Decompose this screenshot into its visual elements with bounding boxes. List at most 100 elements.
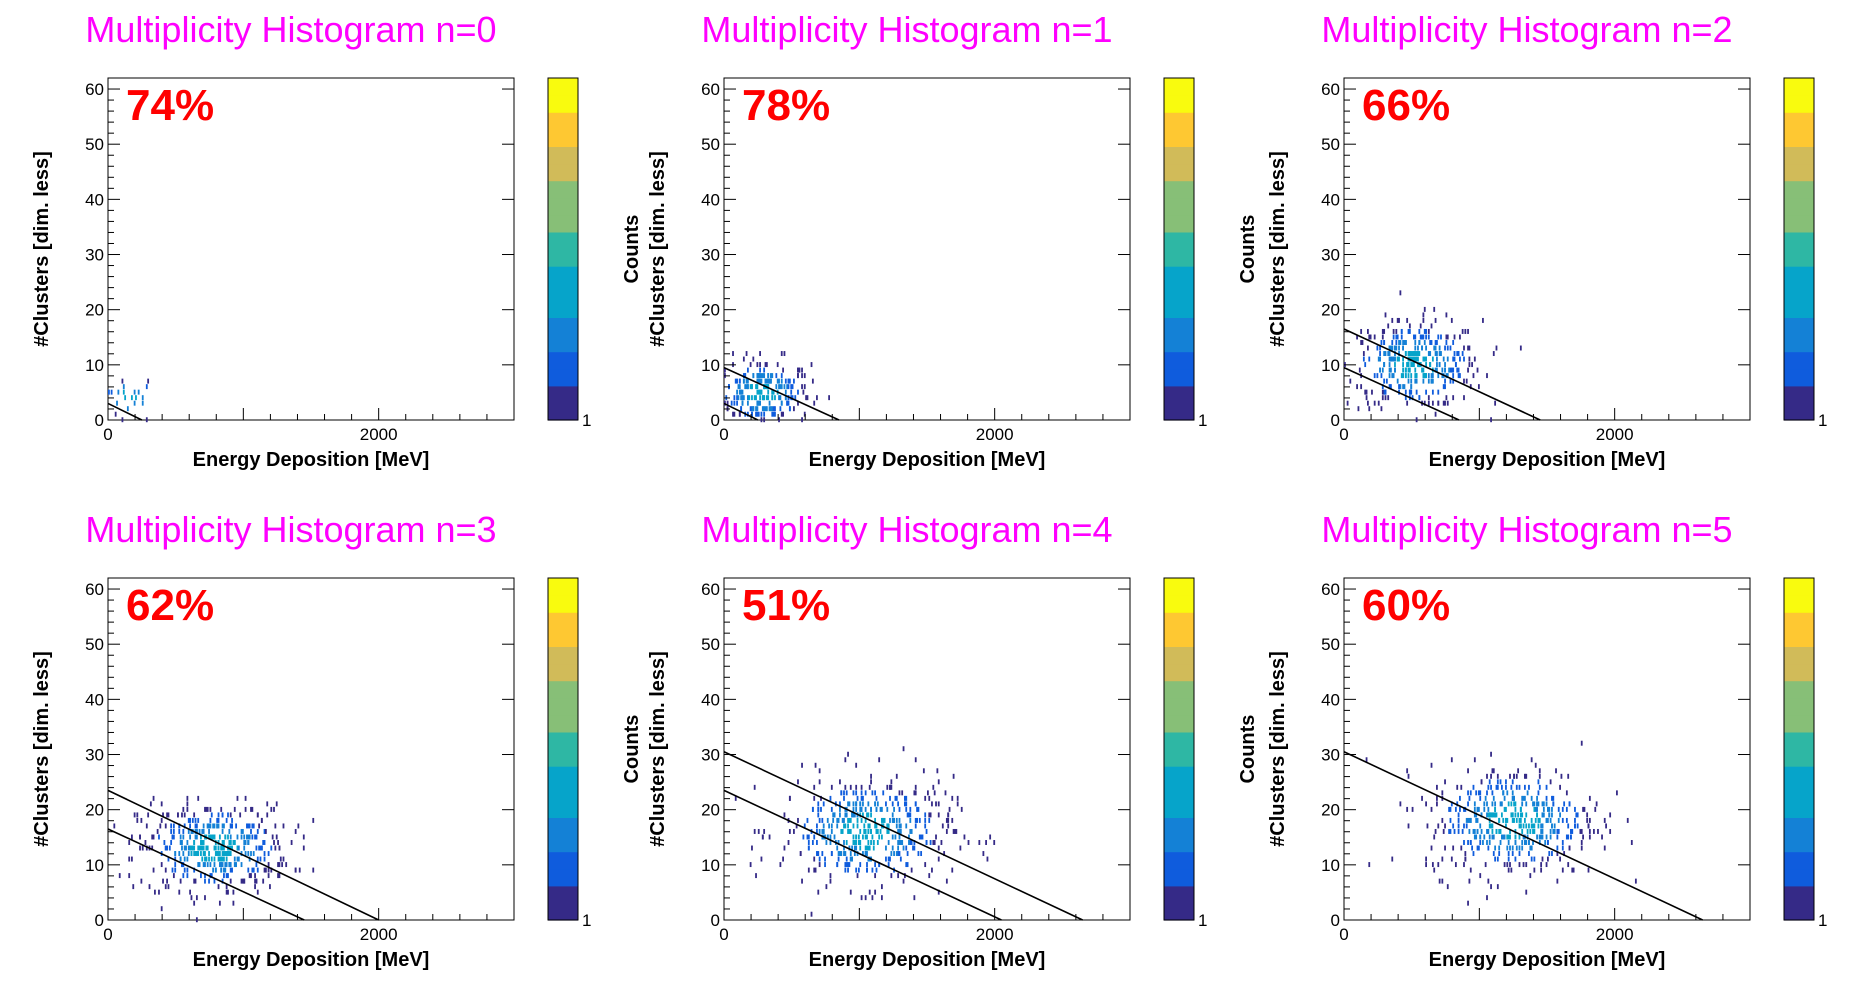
histogram-bin [1472,828,1475,834]
histogram-bin [780,400,783,406]
histogram-bin [878,862,881,868]
histogram-bin [1537,801,1540,807]
histogram-bin [1533,867,1536,873]
histogram-bin [849,817,852,823]
histogram-bin [263,840,266,845]
histogram-bin [818,862,821,868]
histogram-bin [967,840,970,845]
histogram-bin [760,389,763,395]
histogram-bin [1525,823,1528,829]
histogram-bin [890,873,893,879]
histogram-bin [1494,806,1497,812]
histogram-bin [1387,351,1390,357]
y-tick-label: 20 [1321,801,1340,820]
colorbar-step [1164,834,1194,853]
histogram-bin [1408,367,1411,373]
histogram-bin [1468,878,1471,884]
histogram-bin [1391,373,1394,379]
histogram-bin [783,812,786,818]
histogram-bin [1383,340,1386,345]
histogram-bin [1500,812,1503,818]
y-tick-label: 30 [701,746,720,765]
histogram-bin [231,823,233,829]
histogram-bin [1475,812,1478,818]
histogram-bin [1521,812,1524,818]
histogram-bin [771,389,774,395]
histogram-bin [206,806,209,812]
histogram-bin [167,812,170,818]
colorbar-step [1164,663,1194,682]
histogram-bin [1413,334,1415,340]
histogram-bin [220,806,223,812]
histogram-bin [1525,862,1528,868]
colorbar-step [1164,402,1194,421]
histogram-bin [927,790,929,796]
histogram-bin [208,823,210,829]
histogram-bin [1473,834,1476,840]
histogram-bin [1588,817,1591,823]
histogram-bin [807,834,810,840]
histogram-bin [902,746,905,752]
histogram-bin [1495,828,1498,834]
histogram-bin [1425,356,1427,362]
histogram-bin [763,367,766,373]
histogram-bin [297,823,300,829]
histogram-bin [1404,340,1407,345]
histogram-bin [271,834,274,840]
histogram-bin [1502,790,1505,796]
histogram-bin [1469,840,1472,845]
histogram-bin [1541,812,1544,818]
histogram-bin [1368,862,1371,868]
histogram-bin [848,817,851,823]
histogram-bin [237,845,240,851]
histogram-bin [1407,367,1410,373]
colorbar-step [548,885,578,904]
histogram-bin [1367,400,1369,406]
histogram-bin [208,878,210,884]
histogram-bin [279,856,282,862]
histogram-bin [1533,806,1536,812]
histogram-bin [1461,828,1464,834]
histogram-bin [816,840,818,845]
histogram-bin [756,362,759,368]
histogram-bin [818,779,821,785]
histogram-bin [247,834,250,840]
histogram-bin [852,801,855,807]
histogram-bin [1433,306,1436,312]
histogram-bin [221,862,224,868]
histogram-bin [757,828,760,834]
colorbar-step [1164,317,1194,336]
colorbar-step [548,112,578,130]
histogram-bin [908,812,910,818]
histogram-bin [1448,806,1451,812]
colorbar-step [1164,146,1194,165]
histogram-bin [1601,834,1603,840]
histogram-bin [1547,806,1549,812]
histogram-bin [1367,328,1369,334]
histogram-bin [216,851,219,857]
histogram-bin [186,801,189,807]
histogram-bin [217,812,220,818]
histogram-bin [195,917,198,923]
histogram-bin [174,856,177,862]
histogram-bin [1423,328,1426,334]
histogram-bin [1494,400,1497,406]
histogram-bin [1395,334,1398,340]
colorbar-step [548,783,578,801]
histogram-bin [178,889,181,895]
histogram-bin [221,845,224,851]
histogram-bin [747,378,749,384]
histogram-bin [236,845,239,851]
histogram-bin [183,812,186,818]
histogram-bin [164,823,167,829]
histogram-bin [1422,373,1425,379]
histogram-bin [145,823,148,829]
histogram-bin [1500,834,1503,840]
histogram-bin [1545,801,1548,807]
histogram-bin [862,834,864,840]
histogram-bin [778,417,780,423]
histogram-bin [1463,345,1465,351]
histogram-bin [932,840,935,845]
histogram-bin [1491,834,1494,840]
